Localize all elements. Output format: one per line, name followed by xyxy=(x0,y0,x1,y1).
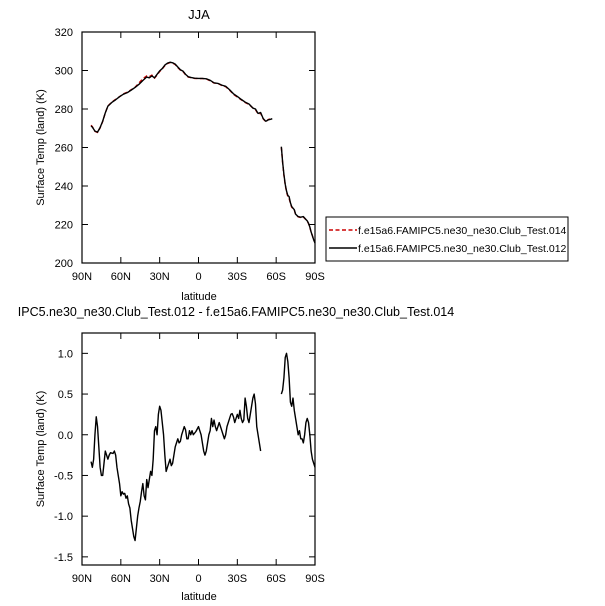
legend-label-series-1: f.e15a6.FAMIPC5.ne30_ne30.Club_Test.014 xyxy=(358,225,567,237)
top-axes: 90N 60N 30N 0 30S 60S 90S 200 220 240 260 280 300 320 xyxy=(55,27,325,283)
top-series-2-line-segment-2 xyxy=(280,146,316,244)
bottom-x-tick-label: 60S xyxy=(266,573,286,585)
bottom-y-tick-label: -0.5 xyxy=(54,470,73,482)
top-x-tick-label: 90N xyxy=(72,271,92,283)
legend: f.e15a6.FAMIPC5.ne30_ne30.Club_Test.014 … xyxy=(325,216,569,262)
bottom-plot-frame xyxy=(81,332,316,566)
top-x-axis-label: latitude xyxy=(181,291,216,303)
top-plot-marks xyxy=(90,61,316,244)
top-y-tick-label: 320 xyxy=(55,27,73,39)
bottom-axes: 90N 60N 30N 0 30S 60S 90S -1.5 -1.0 -0.5 0.0 0.5 1.0 xyxy=(54,333,325,585)
top-y-tick-label: 260 xyxy=(55,143,73,155)
bottom-y-tick-label: -1.0 xyxy=(54,511,73,523)
bottom-panel: IPC5.ne30_ne30.Club_Test.012 - f.e15a6.F… xyxy=(18,305,454,603)
bottom-x-tick-label: 0 xyxy=(195,573,201,585)
top-y-axis-label: Surface Temp (land) (K) xyxy=(35,89,47,206)
top-x-tick-label: 0 xyxy=(195,271,201,283)
bottom-chart-title: IPC5.ne30_ne30.Club_Test.012 - f.e15a6.F… xyxy=(18,305,454,319)
top-x-tick-label: 60S xyxy=(266,271,286,283)
top-plot-frame xyxy=(81,31,316,264)
legend-box xyxy=(325,216,569,262)
top-y-tick-label: 300 xyxy=(55,66,73,78)
top-y-tick-label: 240 xyxy=(55,181,73,193)
top-chart-title: JJA xyxy=(188,7,210,22)
legend-label-series-2: f.e15a6.FAMIPC5.ne30_ne30.Club_Test.012 xyxy=(358,243,567,255)
bottom-x-tick-label: 30N xyxy=(150,573,170,585)
bottom-x-tick-label: 90N xyxy=(72,573,92,585)
bottom-plot-marks xyxy=(90,352,316,542)
bottom-x-axis-label: latitude xyxy=(181,591,216,603)
bottom-x-tick-label: 90S xyxy=(305,573,325,585)
bottom-y-tick-label: 0.0 xyxy=(58,430,73,442)
bottom-x-tick-label: 60N xyxy=(111,573,131,585)
top-x-tick-label: 30S xyxy=(228,271,248,283)
top-y-tick-label: 200 xyxy=(55,258,73,270)
top-series-2-line-segment-1 xyxy=(90,61,273,133)
bottom-y-tick-label: 1.0 xyxy=(58,348,73,360)
bottom-series-1-line-segment-2 xyxy=(280,352,316,468)
top-x-tick-label: 90S xyxy=(305,271,325,283)
bottom-y-tick-label: -1.5 xyxy=(54,552,73,564)
bottom-y-axis-label: Surface Temp (land) (K) xyxy=(35,391,47,508)
top-y-tick-label: 280 xyxy=(55,104,73,116)
bottom-series-1-line-segment-1 xyxy=(90,393,262,542)
bottom-x-tick-label: 30S xyxy=(228,573,248,585)
top-y-tick-label: 220 xyxy=(55,220,73,232)
top-panel: JJA 90N 60N 30N 0 30S 60S 90S 200 220 240 260 280 30… xyxy=(35,7,569,303)
top-x-tick-label: 60N xyxy=(111,271,131,283)
top-x-tick-label: 30N xyxy=(150,271,170,283)
bottom-y-tick-label: 0.5 xyxy=(58,389,73,401)
